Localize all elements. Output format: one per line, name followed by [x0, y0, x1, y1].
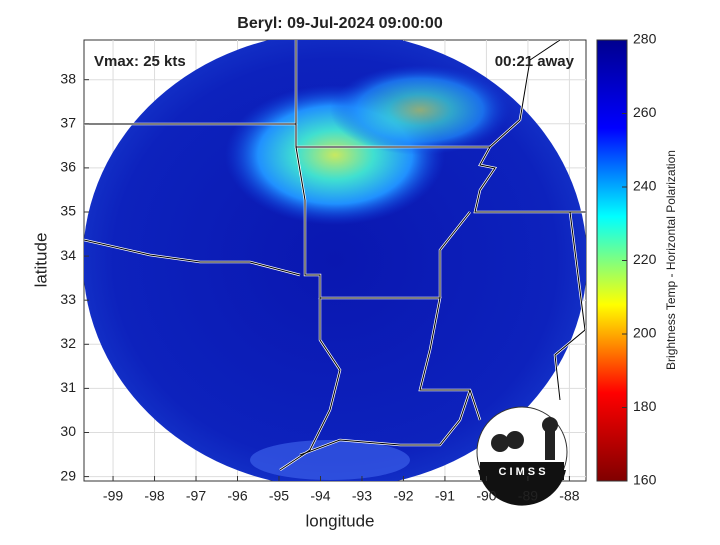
- borders: [84, 40, 586, 471]
- y-tick-label: 35: [60, 203, 76, 219]
- colorbar-tick-label: 280: [633, 31, 657, 47]
- x-tick-label: -95: [269, 488, 289, 504]
- x-tick-label: -93: [352, 488, 372, 504]
- x-tick-label: -88: [559, 488, 579, 504]
- swath: [84, 40, 586, 481]
- annotation: Vmax: 25 kts: [94, 53, 186, 70]
- colorbar-tick-label: 220: [633, 251, 657, 267]
- x-tick-label: -89: [518, 488, 538, 504]
- x-tick-label: -99: [103, 488, 123, 504]
- x-tick-label: -92: [393, 488, 413, 504]
- x-tick-label: -91: [435, 488, 455, 504]
- x-tick-label: -97: [186, 488, 206, 504]
- logo-text: C I M S S: [498, 466, 545, 478]
- y-tick-label: 36: [60, 159, 76, 175]
- cold-region: [330, 65, 510, 155]
- colorbar-tick-label: 200: [633, 325, 657, 341]
- x-tick-label: -94: [310, 488, 330, 504]
- logo: C I M S S: [476, 406, 568, 506]
- y-tick-label: 31: [60, 379, 76, 395]
- chart-title: Beryl: 09-Jul-2024 09:00:00: [237, 15, 443, 32]
- colorbar-tick-label: 240: [633, 178, 657, 194]
- y-tick-label: 32: [60, 335, 76, 351]
- x-tick-label: -96: [227, 488, 247, 504]
- annotation: 00:21 away: [495, 53, 575, 70]
- colorbar-label: Brightness Temp - Horizontal Polarizatio…: [664, 150, 678, 370]
- colorbar-tick-label: 260: [633, 104, 657, 120]
- y-tick-label: 30: [60, 423, 76, 439]
- y-axis-label: latitude: [31, 233, 50, 288]
- map-layer: [84, 40, 586, 481]
- colorbar-tick-label: 180: [633, 398, 657, 414]
- coast-region: [250, 440, 410, 480]
- y-tick-label: 37: [60, 114, 76, 130]
- x-tick-label: -98: [144, 488, 164, 504]
- y-tick-label: 29: [60, 467, 76, 483]
- y-tick-label: 33: [60, 291, 76, 307]
- colorbar-tick-label: 160: [633, 472, 657, 488]
- x-axis-label: longitude: [305, 511, 374, 530]
- y-tick-label: 34: [60, 247, 76, 263]
- x-tick-label: -90: [476, 488, 496, 504]
- y-tick-label: 38: [60, 70, 76, 86]
